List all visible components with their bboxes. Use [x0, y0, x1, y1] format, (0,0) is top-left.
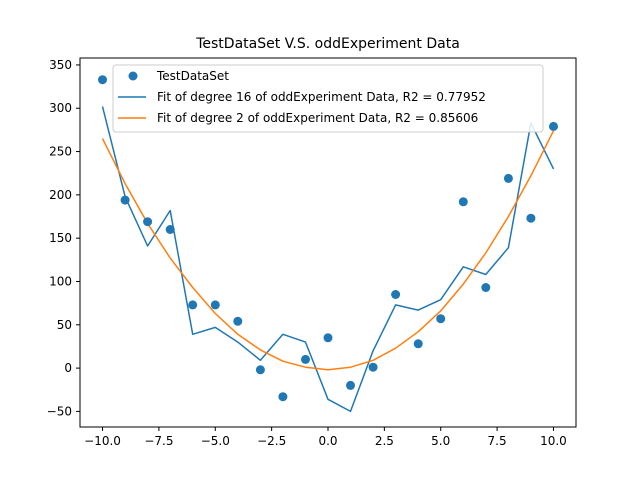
- data-point: [549, 121, 558, 131]
- data-point: [98, 75, 107, 85]
- data-point: [143, 217, 153, 227]
- data-point: [458, 197, 468, 207]
- y-tick-label: 300: [49, 101, 72, 115]
- data-point: [413, 339, 423, 349]
- data-point: [188, 300, 198, 310]
- series-line-2: [101, 130, 555, 371]
- data-point: [368, 362, 378, 372]
- x-tick-label: −7.5: [144, 434, 173, 448]
- data-point: [436, 314, 446, 324]
- legend: TestDataSet Fit of degree 16 of oddExperi…: [112, 64, 544, 133]
- data-point: [346, 380, 355, 390]
- x-tick-label: −5.0: [201, 434, 230, 448]
- y-tick-label: 200: [49, 188, 72, 202]
- chart-title: TestDataSet V.S. oddExperiment Data: [195, 36, 460, 52]
- data-point: [301, 354, 310, 364]
- y-tick-label: −50: [47, 404, 72, 418]
- y-tick-label: 50: [57, 318, 72, 332]
- data-point: [165, 225, 175, 234]
- axes: −10.0 −7.5 −5.0 −2.5 0.0 2.5 5.0 7.5 10.0 −50 0 50 1…: [47, 57, 577, 448]
- data-point: [481, 283, 491, 292]
- series-line-1: [101, 106, 555, 413]
- data-point: [503, 173, 513, 183]
- data-point: [210, 300, 220, 310]
- x-tick-label: 10.0: [540, 434, 567, 448]
- data-point: [120, 195, 130, 205]
- x-tick-label: −10.0: [84, 434, 121, 448]
- data-point: [526, 213, 536, 223]
- data-point: [278, 392, 288, 402]
- x-tick-label: 0.0: [318, 434, 337, 448]
- data-point: [233, 316, 243, 326]
- y-tick-label: 150: [49, 231, 72, 245]
- legend-label: Fit of degree 16 of oddExperiment Data, …: [157, 90, 486, 104]
- legend-box: [112, 64, 544, 133]
- legend-marker: [128, 71, 138, 81]
- y-tick-label: 0: [64, 361, 72, 375]
- data-point: [255, 365, 265, 375]
- x-tick-label: −2.5: [257, 434, 286, 448]
- legend-label: TestDataSet: [156, 69, 229, 83]
- x-tick-label: 7.5: [488, 434, 507, 448]
- y-tick-label: 250: [49, 145, 72, 159]
- data-point: [391, 290, 401, 299]
- plot-area: [98, 75, 558, 413]
- y-tick-label: 100: [49, 274, 72, 288]
- data-point: [323, 333, 333, 343]
- y-tick-label: 350: [49, 58, 72, 72]
- x-tick-label: 2.5: [375, 434, 394, 448]
- legend-label: Fit of degree 2 of oddExperiment Data, R…: [157, 111, 478, 125]
- x-tick-label: 5.0: [431, 434, 450, 448]
